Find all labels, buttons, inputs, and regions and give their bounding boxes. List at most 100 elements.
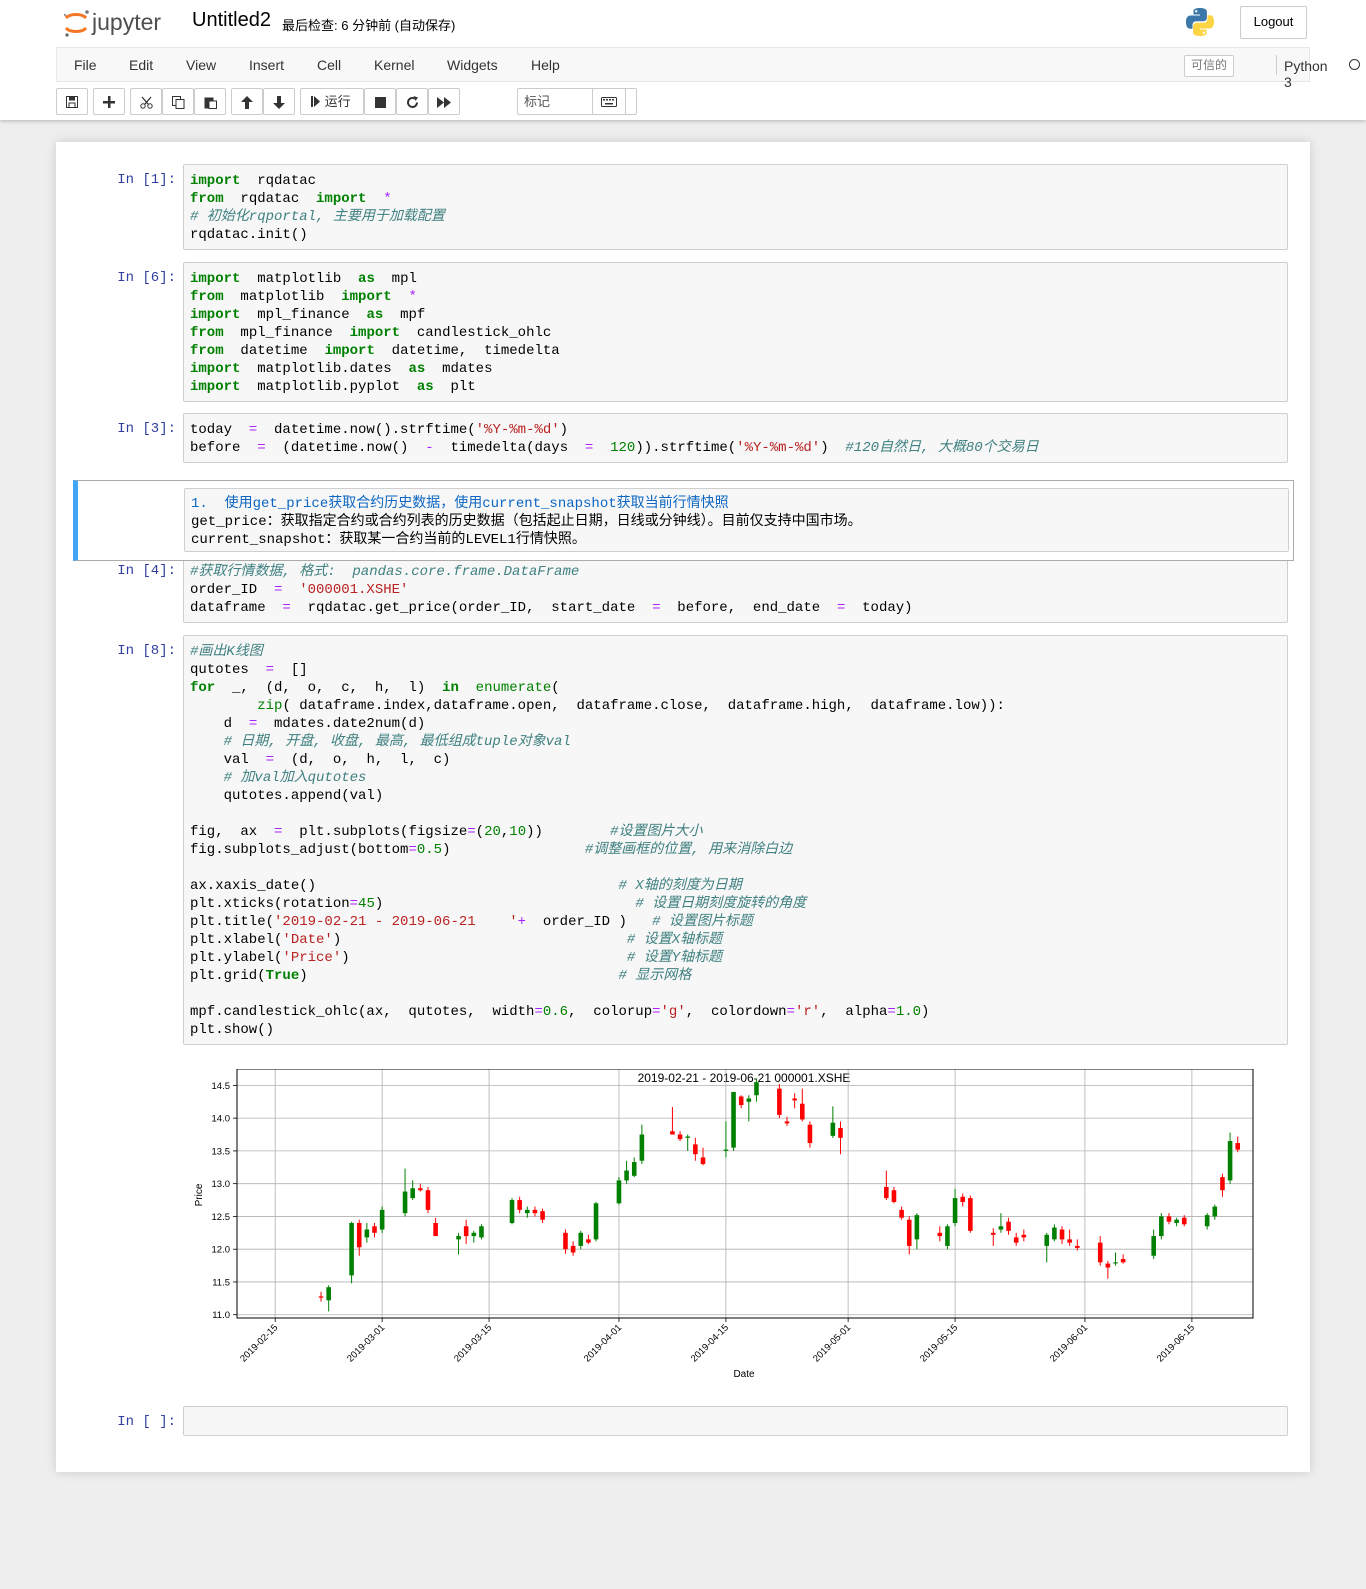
cut-button[interactable]	[130, 88, 162, 115]
code-token: )	[374, 896, 636, 912]
candle-body	[532, 1209, 538, 1214]
code-token: =	[887, 1004, 896, 1020]
candle-body	[425, 1190, 431, 1210]
candlestick	[326, 1285, 331, 1312]
code-line: dataframe = rqdatac.get_price(order_ID, …	[190, 599, 1281, 617]
jupyter-logo[interactable]: jupyter	[60, 6, 178, 40]
candle-body	[1059, 1229, 1065, 1240]
markdown-cell[interactable]: 1. 使用get_price获取合约历史数据，使用current_snapsho…	[73, 480, 1294, 561]
candlestick	[945, 1224, 950, 1250]
code-token: as	[358, 271, 375, 287]
code-token: from	[190, 191, 224, 207]
candlestick	[1105, 1260, 1111, 1279]
restart-run-all-button[interactable]	[428, 88, 460, 115]
code-line: d = mdates.date2num(d)	[190, 715, 1281, 733]
candlestick	[425, 1186, 431, 1214]
code-token: 'Price'	[282, 950, 342, 966]
candlestick	[1181, 1215, 1187, 1227]
candlestick	[471, 1230, 477, 1243]
code-token: rqdatac	[223, 191, 317, 207]
candlestick	[891, 1186, 897, 1204]
code-input[interactable]: #获取行情数据, 格式: pandas.core.frame.DataFrame…	[183, 555, 1288, 623]
menubar: File Edit View Insert Cell Kernel Widget…	[56, 47, 1360, 90]
code-token	[593, 440, 610, 456]
code-token	[190, 770, 224, 786]
candlestick	[670, 1107, 675, 1135]
candle-body	[318, 1296, 324, 1298]
copy-button[interactable]	[162, 88, 194, 115]
code-token: *	[391, 289, 417, 305]
candlestick	[563, 1229, 568, 1254]
menu-view[interactable]: View	[186, 57, 217, 73]
menu-widgets[interactable]: Widgets	[447, 57, 498, 73]
candlestick	[1159, 1213, 1164, 1240]
notebook-name[interactable]: Untitled2	[192, 9, 271, 31]
save-button[interactable]	[56, 88, 88, 115]
move-down-button[interactable]	[263, 88, 295, 115]
code-token: )	[820, 440, 846, 456]
markdown-input[interactable]: 1. 使用get_price获取合约历史数据，使用current_snapsho…	[184, 488, 1289, 552]
trusted-indicator[interactable]: 可信的	[1184, 55, 1235, 77]
code-input[interactable]	[183, 1406, 1288, 1436]
paste-button[interactable]	[194, 88, 226, 115]
code-token: from	[190, 289, 224, 305]
menu-help[interactable]: Help	[531, 57, 560, 73]
candle-body	[830, 1122, 836, 1136]
restart-button[interactable]	[396, 88, 428, 115]
menu-file[interactable]: File	[74, 57, 97, 73]
code-input[interactable]: import matplotlib as mpl from matplotlib …	[183, 262, 1288, 402]
candle-body	[1212, 1206, 1218, 1217]
candlestick	[685, 1134, 690, 1151]
candlestick	[631, 1157, 637, 1178]
code-input[interactable]: #画出K线图 qutotes = [] for _, (d, o, c, h, l)…	[183, 635, 1288, 1045]
menu-insert[interactable]: Insert	[249, 57, 285, 73]
candlestick	[800, 1088, 805, 1122]
code-input[interactable]: today = datetime.now().strftime('%Y-%m-%…	[183, 413, 1288, 463]
candlestick	[1174, 1217, 1179, 1227]
code-token: 1.0	[895, 1004, 922, 1020]
move-up-button[interactable]	[231, 88, 263, 115]
code-token: import	[190, 173, 241, 189]
code-token: ,	[500, 824, 510, 840]
code-token: )	[559, 422, 569, 438]
candlestick	[693, 1137, 698, 1161]
x-axis-label: Date	[733, 1369, 755, 1380]
code-token: enumerate	[458, 680, 552, 696]
insert-cell-button[interactable]	[93, 88, 125, 115]
interrupt-button[interactable]	[364, 88, 396, 115]
code-token: 10	[509, 824, 527, 840]
code-token: #画出K线图	[190, 644, 263, 660]
logout-button[interactable]: Logout	[1240, 6, 1307, 39]
kernel-idle-icon	[1349, 59, 1360, 70]
candlestick	[463, 1219, 469, 1244]
candlestick	[1067, 1229, 1072, 1246]
code-token: # 初始化rqportal, 主要用于加载配置	[190, 209, 445, 225]
menu-cell[interactable]: Cell	[317, 57, 342, 73]
candle-body	[838, 1127, 843, 1138]
code-token: )	[299, 968, 619, 984]
candlestick	[1204, 1213, 1210, 1230]
code-token: # 加val加入qutotes	[223, 770, 367, 786]
code-token: import	[190, 379, 241, 395]
plot-frame	[236, 1069, 1254, 1319]
code-token: )	[442, 842, 585, 858]
run-label: 运行	[324, 94, 351, 109]
candle-body	[479, 1226, 484, 1238]
menu-edit[interactable]: Edit	[129, 57, 154, 73]
code-line: order_ID = '000001.XSHE'	[190, 581, 1281, 599]
code-token: before	[190, 440, 258, 456]
arrow-up-icon	[241, 96, 253, 109]
command-palette-button[interactable]	[592, 88, 626, 115]
code-token: mpf	[383, 307, 426, 323]
candlestick	[1006, 1217, 1011, 1235]
code-input[interactable]: import rqdatac from rqdatac import * # 初始化…	[183, 164, 1288, 250]
code-token: matplotlib	[240, 271, 359, 287]
run-button[interactable]: 运行	[300, 88, 364, 115]
menu-kernel[interactable]: Kernel	[374, 57, 415, 73]
code-token: matplotlib	[223, 289, 342, 305]
candle-body	[1227, 1141, 1233, 1181]
candle-body	[410, 1188, 415, 1199]
fast-forward-icon	[437, 97, 451, 108]
candlestick	[1212, 1204, 1218, 1220]
candlestick	[723, 1121, 729, 1158]
